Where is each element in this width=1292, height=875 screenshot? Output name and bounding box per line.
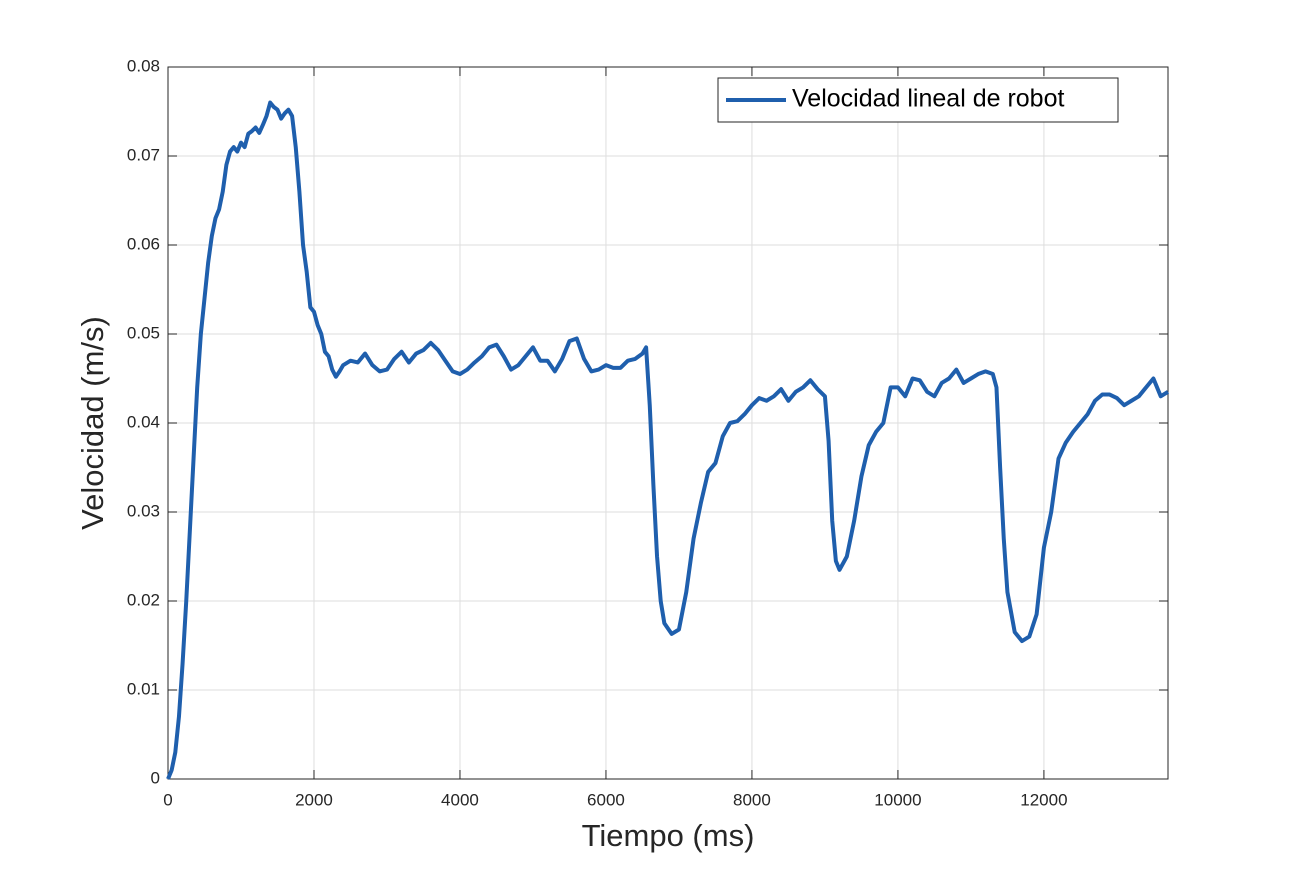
- x-tick-label: 8000: [733, 790, 771, 809]
- y-tick-label: 0.04: [127, 412, 160, 431]
- x-tick-label: 10000: [874, 790, 921, 809]
- y-tick-label: 0.06: [127, 234, 160, 253]
- y-tick-label: 0.08: [127, 56, 160, 75]
- y-tick-label: 0.03: [127, 501, 160, 520]
- plot-frame: [167, 66, 1169, 780]
- x-tick-label: 6000: [587, 790, 625, 809]
- y-tick-label: 0: [151, 768, 160, 787]
- y-tick-label: 0.07: [127, 145, 160, 164]
- x-axis-label: Tiempo (ms): [582, 818, 755, 853]
- x-tick-label: 12000: [1020, 790, 1067, 809]
- y-tick-label: 0.05: [127, 323, 160, 342]
- x-tick-label: 0: [163, 790, 172, 809]
- data-line: [166, 100, 1170, 780]
- y-axis-label: Velocidad (m/s): [75, 316, 110, 530]
- legend-label: Velocidad lineal de robot: [792, 85, 1064, 113]
- y-tick-label: 0.01: [127, 679, 160, 698]
- x-tick-label: 4000: [441, 790, 479, 809]
- x-tick-label: 2000: [295, 790, 333, 809]
- y-tick-label: 0.02: [127, 590, 160, 609]
